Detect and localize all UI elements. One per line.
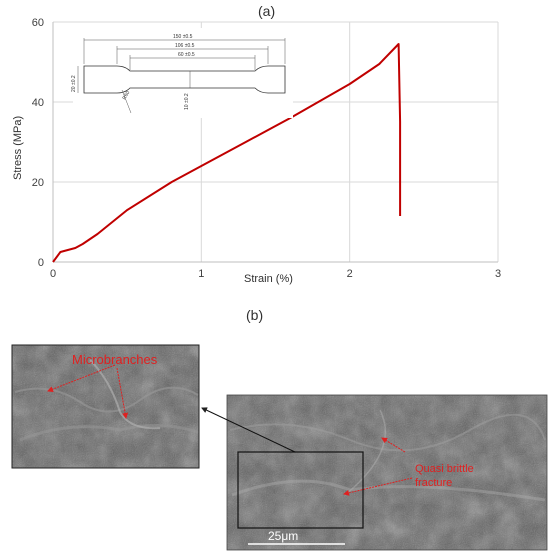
specimen-drawing: 150 ±0.5 106 ±0.5 60 ±0.5 20 ±0.2 R60 10… — [71, 28, 293, 118]
inset-micrograph: Microbranches — [12, 345, 199, 468]
x-tick-label: 0 — [50, 268, 56, 280]
y-tick-label: 60 — [32, 17, 44, 29]
x-tick-label: 2 — [347, 268, 353, 280]
dim-total-length: 150 ±0.5 — [173, 34, 193, 40]
y-tick-label: 40 — [32, 97, 44, 109]
chart-axes — [52, 22, 498, 263]
stress-strain-curve — [52, 43, 402, 263]
panel-a-label: (a) — [258, 3, 276, 19]
dim-gauge-width: 10 ±0.2 — [184, 93, 190, 110]
x-tick-label: 3 — [495, 268, 501, 280]
y-tick-label: 20 — [32, 177, 44, 189]
dim-width: 20 ±0.2 — [71, 75, 77, 92]
y-tick-label: 0 — [38, 257, 44, 269]
zoom-region-box — [237, 451, 364, 529]
chart-grid — [53, 21, 499, 262]
main-frame — [226, 394, 548, 551]
inset-annotation: Microbranches — [72, 352, 158, 367]
main-annotation-line2: fracture — [415, 477, 452, 489]
x-axis-title: Strain (%) — [244, 273, 293, 285]
main-micrograph: Quasi brittle fracture 25μm — [227, 395, 547, 550]
dim-middle-length: 106 ±0.5 — [175, 43, 195, 49]
main-annotation-line1: Quasi brittle — [415, 463, 474, 475]
scale-bar-label: 25μm — [268, 529, 298, 543]
dim-gauge-length: 60 ±0.5 — [178, 52, 195, 58]
x-tick-label: 1 — [198, 268, 204, 280]
dim-radius: R60 — [122, 90, 132, 101]
panel-b-label: (b) — [246, 307, 264, 323]
y-tick-labels: 0 20 40 60 — [32, 17, 44, 269]
inset-frame — [11, 344, 200, 469]
chart-series — [52, 43, 402, 263]
y-axis-title: Stress (MPa) — [12, 116, 24, 180]
zoom-arrow — [201, 407, 296, 453]
x-tick-labels: 0 1 2 3 — [50, 268, 501, 280]
